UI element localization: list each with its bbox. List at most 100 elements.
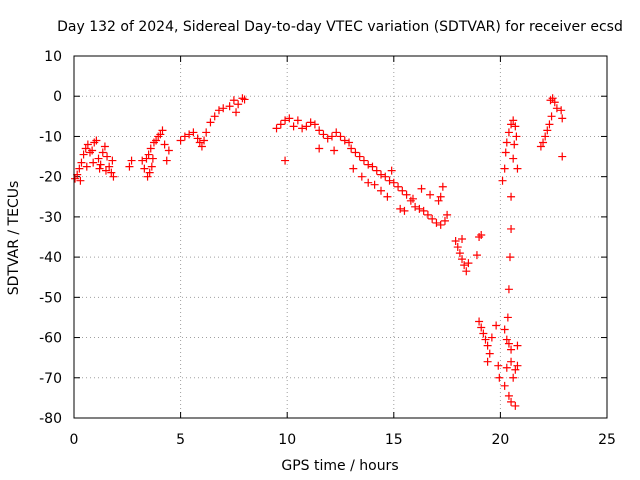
data-point: [176, 136, 185, 145]
data-point: [426, 190, 435, 199]
data-point: [85, 148, 94, 157]
data-point: [502, 335, 511, 344]
data-point: [351, 148, 360, 157]
x-tick-label: 0: [70, 432, 79, 448]
data-point: [98, 148, 107, 157]
data-point: [505, 253, 514, 262]
data-point: [546, 96, 555, 105]
data-point: [511, 365, 520, 374]
data-point: [460, 261, 469, 270]
data-point: [357, 172, 366, 181]
y-tick-label: -70: [39, 371, 62, 387]
x-tick-label: 25: [598, 432, 616, 448]
data-point: [507, 397, 516, 406]
data-point: [487, 333, 496, 342]
data-points: [71, 94, 567, 410]
data-point: [498, 176, 507, 185]
data-point: [458, 255, 467, 264]
data-point: [202, 128, 211, 137]
data-point: [103, 152, 112, 161]
data-point: [494, 361, 503, 370]
x-tick-label: 20: [491, 432, 509, 448]
data-point: [345, 138, 354, 147]
data-point: [402, 190, 411, 199]
data-point: [477, 230, 486, 239]
data-point: [145, 168, 154, 177]
data-point: [539, 138, 548, 147]
data-point: [180, 132, 189, 141]
data-point: [419, 206, 428, 215]
data-point: [372, 166, 381, 175]
data-point: [475, 233, 484, 241]
data-point: [477, 323, 486, 332]
data-point: [73, 170, 82, 179]
data-point: [125, 162, 134, 171]
data-point: [289, 122, 298, 131]
data-point: [234, 100, 243, 109]
y-tick-label: 0: [53, 89, 62, 105]
data-point: [189, 128, 198, 137]
data-point: [543, 126, 552, 135]
x-tick-label: 10: [278, 432, 296, 448]
data-point: [507, 357, 516, 366]
data-point: [415, 204, 424, 213]
data-point: [432, 218, 441, 227]
data-point: [368, 162, 377, 171]
x-tick-label: 15: [385, 432, 403, 448]
data-point: [509, 116, 518, 125]
data-point: [293, 116, 302, 125]
data-point: [96, 160, 105, 169]
data-point: [75, 164, 84, 173]
data-point: [302, 122, 311, 131]
data-point: [138, 156, 147, 165]
y-tick-label: -80: [39, 411, 62, 427]
data-point: [385, 176, 394, 185]
data-point: [428, 214, 437, 223]
data-point: [377, 170, 386, 179]
y-tick-label: 10: [44, 49, 62, 65]
data-point: [197, 142, 206, 151]
data-point: [504, 128, 513, 137]
data-point: [536, 142, 545, 151]
data-point: [504, 391, 513, 400]
data-point: [105, 162, 114, 171]
data-point: [238, 94, 247, 103]
data-point: [483, 341, 492, 350]
data-point: [164, 146, 173, 155]
data-point: [146, 144, 155, 153]
data-point: [276, 120, 285, 129]
data-point: [158, 126, 167, 135]
data-point: [507, 224, 516, 233]
data-point: [281, 156, 290, 165]
data-point: [319, 130, 328, 139]
data-point: [340, 136, 349, 145]
y-tick-label: -30: [39, 210, 62, 226]
data-point: [453, 243, 462, 252]
data-point: [502, 138, 511, 147]
data-point: [503, 313, 512, 322]
data-point: [479, 329, 488, 338]
data-point: [396, 204, 405, 213]
data-point: [455, 249, 464, 258]
data-point: [417, 184, 426, 193]
data-point: [90, 138, 99, 147]
data-point: [77, 158, 86, 167]
data-point: [152, 136, 161, 145]
data-point: [377, 186, 386, 195]
data-point: [381, 172, 390, 181]
data-point: [383, 192, 392, 201]
data-point: [511, 122, 520, 131]
data-point: [475, 317, 484, 326]
data-point: [509, 373, 518, 382]
data-point: [200, 136, 209, 145]
y-tick-label: -20: [39, 170, 62, 186]
data-point: [108, 156, 117, 165]
grid-lines: [74, 56, 607, 418]
chart-title: Day 132 of 2024, Sidereal Day-to-day VTE…: [57, 19, 623, 35]
data-point: [306, 118, 315, 127]
data-point: [88, 146, 97, 155]
data-point: [436, 220, 445, 229]
data-point: [408, 194, 417, 203]
data-point: [95, 164, 104, 173]
